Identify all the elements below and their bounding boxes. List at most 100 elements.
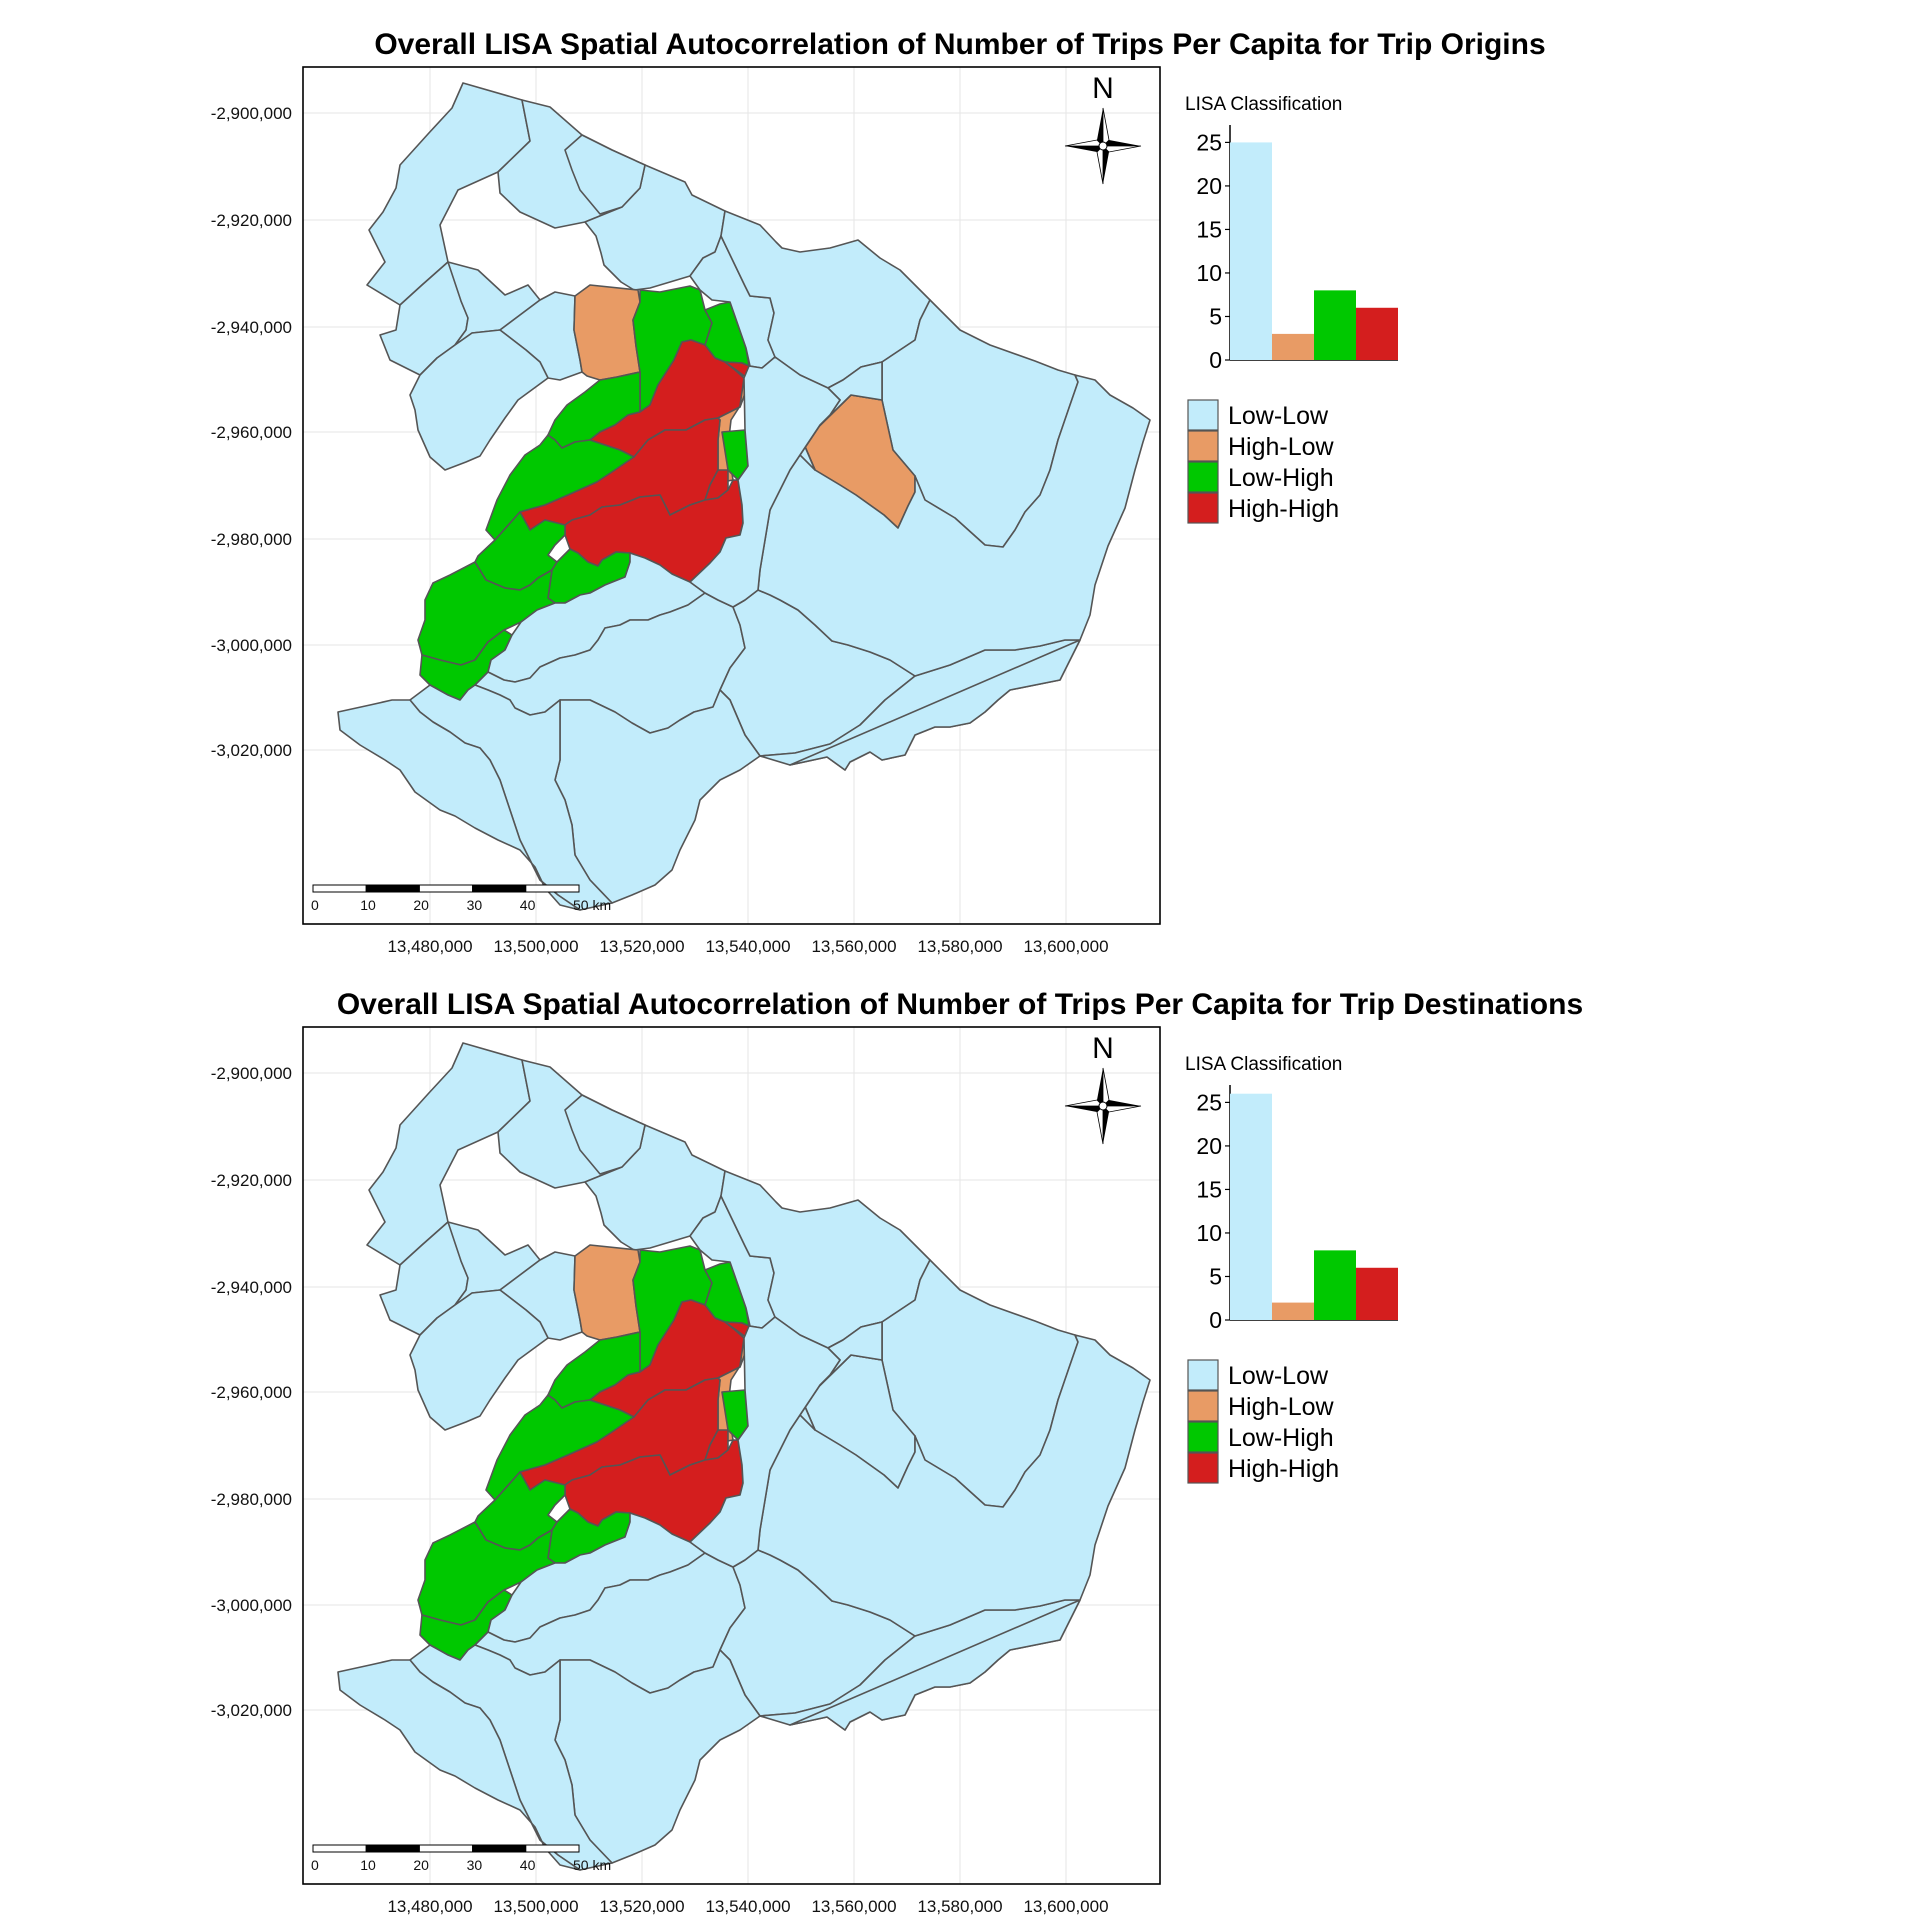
scale-segment (312, 1844, 367, 1853)
hist-tick-label: 25 (1196, 1089, 1222, 1115)
hist-bar-low-low (1230, 142, 1272, 360)
x-axis: 13,480,000 13,500,000 13,520,000 13,540,000… (387, 1897, 1108, 1916)
legend-label: Low-Low (1228, 402, 1329, 430)
hist-bar-high-high (1356, 1267, 1398, 1320)
scale-label: 50 km (573, 897, 611, 913)
compass-highlight (1102, 107, 1110, 147)
scale-bar: 0 10 20 30 40 50 km (311, 1844, 611, 1873)
hist-tick-label: 5 (1209, 303, 1222, 329)
region-west-4 (409, 329, 549, 471)
compass-highlight (1064, 139, 1104, 147)
scale-segment (365, 884, 420, 893)
legend-label: Low-High (1228, 1424, 1334, 1452)
x-tick-label: 13,480,000 (387, 1897, 472, 1916)
hist-tick-label: 10 (1196, 1220, 1222, 1246)
scale-label: 20 (413, 897, 429, 913)
legend-swatch-high-low (1187, 1390, 1219, 1422)
hist-bar-low-high (1314, 290, 1356, 360)
y-tick-label: -2,900,000 (211, 1064, 292, 1083)
y-tick-label: -2,980,000 (211, 530, 292, 549)
region-south-west (337, 699, 581, 911)
y-axis: -2,900,000 -2,920,000 -2,940,000 -2,960,000… (211, 1064, 292, 1720)
x-axis: 13,480,000 13,500,000 13,520,000 13,540,000… (387, 937, 1108, 956)
hist-bar-high-low (1272, 333, 1314, 360)
map-figure-origins: Overall LISA Spatial Autocorrelation of … (211, 28, 1546, 956)
region-east-south (757, 1321, 1151, 1731)
legend-swatch-high-high (1187, 1452, 1219, 1484)
legend-label: Low-Low (1228, 1362, 1329, 1390)
region-high-low-north (573, 1244, 641, 1341)
scale-segment (418, 1844, 474, 1853)
hist-tick-label: 20 (1196, 1133, 1222, 1159)
legend-label: High-Low (1228, 433, 1335, 461)
x-tick-label: 13,580,000 (917, 937, 1002, 956)
hist-tick-label: 15 (1196, 216, 1222, 242)
hist-tick-label: 5 (1209, 1263, 1222, 1289)
map-title: Overall LISA Spatial Autocorrelation of … (374, 28, 1545, 61)
x-tick-label: 13,500,000 (493, 937, 578, 956)
hist-tick-label: 15 (1196, 1176, 1222, 1202)
scale-bar: 0 10 20 30 40 50 km (311, 884, 611, 913)
y-axis: -2,900,000 -2,920,000 -2,940,000 -2,960,000… (211, 104, 292, 760)
region-east-south (757, 361, 1151, 771)
scale-label: 40 (520, 897, 536, 913)
y-tick-label: -2,940,000 (211, 318, 292, 337)
y-tick-label: -2,920,000 (211, 1171, 292, 1190)
hist-tick-label: 0 (1209, 347, 1222, 373)
x-tick-label: 13,540,000 (705, 1897, 790, 1916)
region-north-strip (564, 134, 646, 215)
region-north-east (584, 1124, 726, 1251)
scale-label: 30 (467, 1857, 483, 1873)
scale-label: 0 (311, 897, 319, 913)
region-west-4 (409, 1289, 549, 1431)
scale-label: 30 (467, 897, 483, 913)
legend-histogram: 25 20 15 10 5 0 (1196, 1085, 1398, 1333)
scale-label: 10 (360, 897, 376, 913)
legend-swatch-low-high (1187, 461, 1219, 493)
x-tick-label: 13,560,000 (811, 1897, 896, 1916)
x-tick-label: 13,600,000 (1023, 937, 1108, 956)
scale-segment (472, 1844, 527, 1853)
compass-highlight (1102, 1105, 1142, 1113)
legend-histogram: 25 20 15 10 5 0 (1196, 125, 1398, 373)
map-frame (302, 66, 1161, 925)
legend-label: High-Low (1228, 1393, 1335, 1421)
x-tick-label: 13,520,000 (599, 937, 684, 956)
x-tick-label: 13,500,000 (493, 1897, 578, 1916)
region-polygons (337, 82, 1151, 911)
region-high-low-north (573, 284, 641, 381)
x-tick-label: 13,580,000 (917, 1897, 1002, 1916)
region-north-east (584, 164, 726, 291)
x-tick-label: 13,540,000 (705, 937, 790, 956)
scale-segment (472, 884, 527, 893)
legend-label: Low-High (1228, 464, 1334, 492)
hist-tick-label: 20 (1196, 173, 1222, 199)
legend-title: LISA Classification (1185, 1054, 1342, 1075)
compass-highlight (1096, 1105, 1104, 1145)
legend-swatch-high-low (1187, 430, 1219, 462)
y-tick-label: -3,020,000 (211, 1701, 292, 1720)
scale-segment (365, 1844, 420, 1853)
map-title: Overall LISA Spatial Autocorrelation of … (337, 988, 1583, 1021)
map-figure-destinations: Overall LISA Spatial Autocorrelation of … (211, 988, 1583, 1916)
hist-bar-low-low (1230, 1093, 1272, 1320)
legend-label: High-High (1228, 495, 1339, 523)
scale-label: 20 (413, 1857, 429, 1873)
legend-swatch-low-low (1187, 399, 1219, 431)
hist-tick-label: 25 (1196, 129, 1222, 155)
compass-center (1098, 141, 1108, 151)
y-tick-label: -2,940,000 (211, 1278, 292, 1297)
scale-label: 10 (360, 1857, 376, 1873)
hist-bar-high-low (1272, 1302, 1314, 1320)
north-label: N (1092, 72, 1114, 105)
y-tick-label: -2,920,000 (211, 211, 292, 230)
region-center-east (689, 1316, 841, 1568)
map-frame (302, 1026, 1161, 1885)
scale-label: 40 (520, 1857, 536, 1873)
compass-highlight (1102, 1067, 1110, 1107)
hist-tick-label: 10 (1196, 260, 1222, 286)
scale-segment (418, 884, 474, 893)
region-south-west (337, 1659, 581, 1871)
legend-label: High-High (1228, 1455, 1339, 1483)
legend-swatch-low-low (1187, 1359, 1219, 1391)
